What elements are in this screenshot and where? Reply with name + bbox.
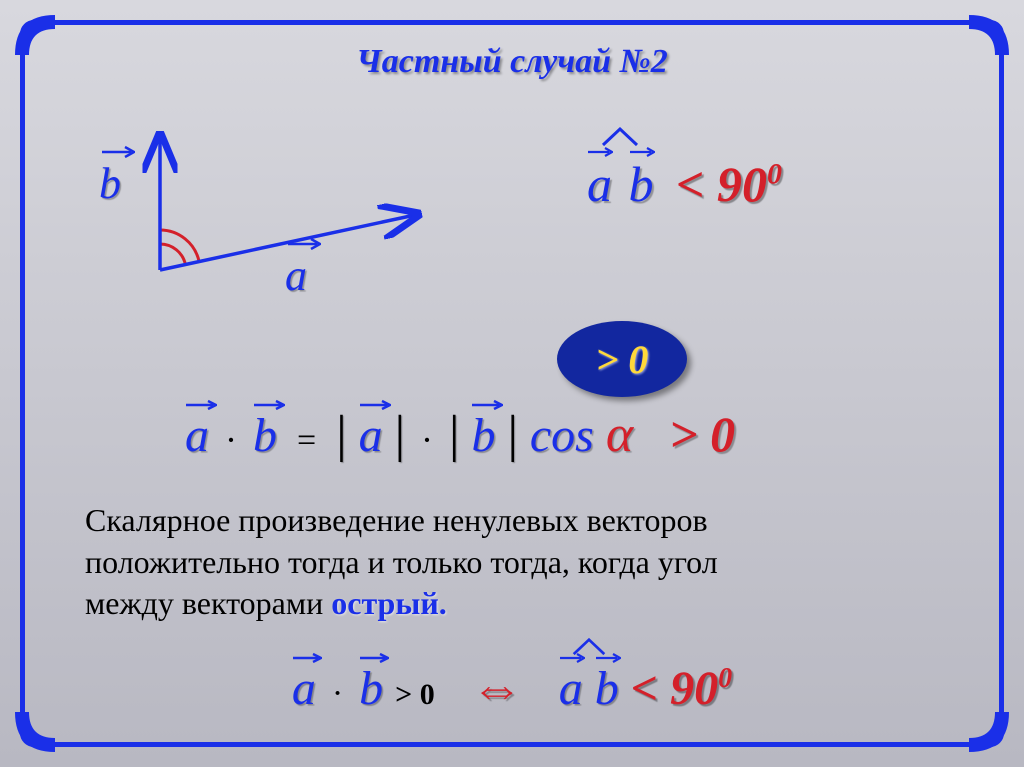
ellipse-badge: > 0 [557,321,687,397]
dot-op-1: · [225,420,237,460]
bottom-angle-a: a [559,661,583,716]
vector-a-label: a [285,250,307,301]
bottom-gt0: > 0 [395,678,435,711]
vector-b-label: b [99,158,121,209]
abs-bar: | [449,406,459,463]
alpha-symbol: α [606,406,633,463]
formula-vec-a: a [185,408,209,463]
equals: = [297,422,316,459]
bottom-vec-b: b [359,661,383,716]
ellipse-text: > 0 [596,336,649,383]
corner-tr [969,15,1009,55]
bottom-vec-a: a [292,661,316,716]
statement-line1: Скалярное произведение ненулевых векторо… [85,502,708,538]
vector-diagram: b a [125,120,425,310]
vector-a-letter: a [285,251,307,300]
bottom-rhs: a b < 900 [559,661,732,716]
slide-title: Частный случай №2 [25,43,999,81]
vector-b-letter: b [99,159,121,208]
statement-line3a: между векторами [85,585,323,621]
bottom-vector-pair: a b [559,661,619,716]
corner-tl [15,15,55,55]
formula-result: > 0 [669,406,735,462]
formula-abs-a: a [359,408,383,463]
corner-bl [15,712,55,752]
dot-product-formula: a · b = | a | · | b | cos α > 0 [185,405,735,464]
slide-frame: Частный случай №2 b a a [20,20,1004,747]
bottom-equivalence: a · b > 0 ⇔ a [25,659,999,718]
angle-expression: a b < 900 [585,155,782,213]
corner-br [969,712,1009,752]
angle-vec-a: a [587,155,612,213]
bottom-lhs: a · b > 0 [292,661,435,716]
dot-op-2: · [421,420,433,460]
angle-comparison: < 900 [676,156,782,212]
abs-bar: | [336,406,346,463]
angle-vec-b: b [629,155,654,213]
formula-abs-b: b [471,408,495,463]
statement-text: Скалярное произведение ненулевых векторо… [85,500,939,625]
statement-line2: положительно тогда и только тогда, когда… [85,544,718,580]
statement-highlight: острый. [331,585,447,621]
abs-bar: | [507,406,517,463]
bottom-comparison: < 900 [631,662,732,715]
slide: Частный случай №2 b a a [0,0,1024,767]
formula-vec-b: b [253,408,277,463]
cos-label: cos [530,409,594,462]
vector-pair: a b [585,155,656,213]
iff-icon: ⇔ [471,659,523,718]
bottom-angle-b: b [595,661,619,716]
abs-bar: | [395,406,405,463]
